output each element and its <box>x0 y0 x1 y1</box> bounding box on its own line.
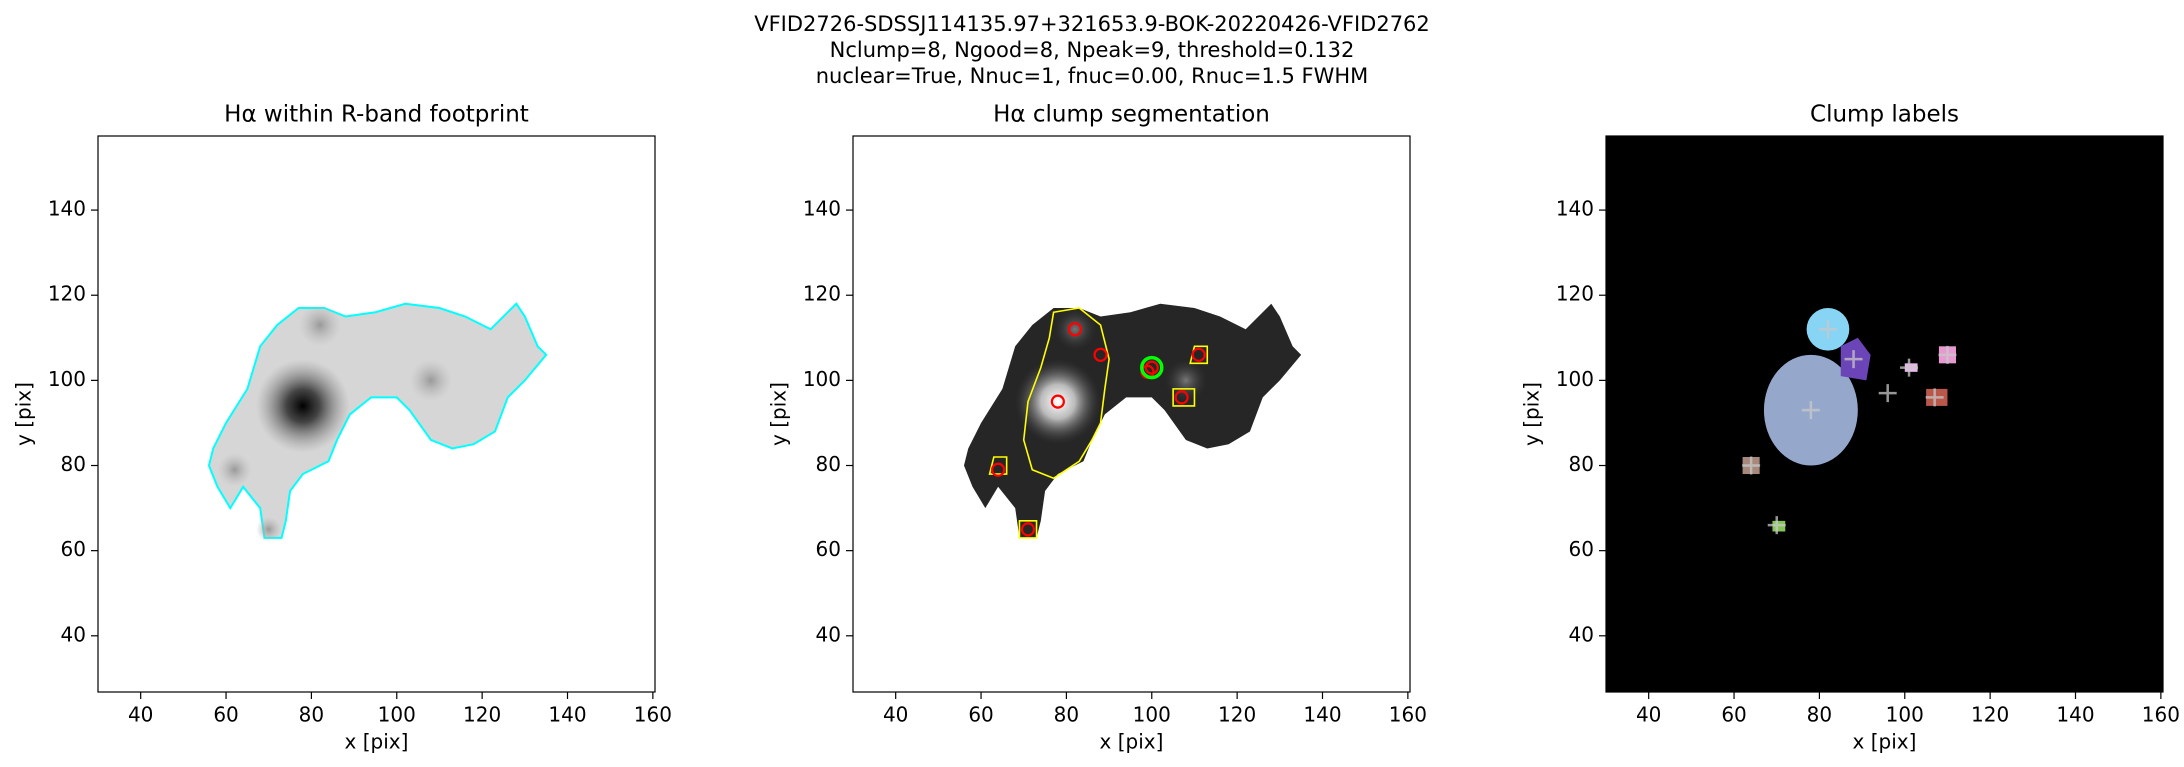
centroid-marker <box>1938 345 1957 364</box>
x-tick-label: 40 <box>128 703 153 727</box>
y-tick-label: 140 <box>48 197 86 221</box>
x-tick-label: 120 <box>1971 703 2009 727</box>
x-tick-label: 60 <box>213 703 238 727</box>
x-tick-label: 40 <box>1636 703 1661 727</box>
x-tick-label: 160 <box>634 703 672 727</box>
centroid-marker <box>1818 320 1837 339</box>
centroid-marker <box>1767 516 1786 535</box>
x-tick-label: 160 <box>2142 703 2180 727</box>
x-tick-label: 140 <box>2056 703 2094 727</box>
centroid-marker <box>1900 358 1919 377</box>
y-tick-label: 60 <box>1569 537 1594 561</box>
y-tick-label: 120 <box>48 282 86 306</box>
y-tick-label: 100 <box>803 367 841 391</box>
y-tick-label: 100 <box>48 367 86 391</box>
y-tick-label: 100 <box>1556 367 1594 391</box>
axes-title: Hα clump segmentation <box>993 102 1270 128</box>
x-axis-label: x [pix] <box>345 730 409 754</box>
x-tick-label: 140 <box>1303 703 1341 727</box>
centroid-marker <box>1742 456 1761 475</box>
axes-title: Clump labels <box>1810 102 1959 128</box>
x-axis-label: x [pix] <box>1853 730 1917 754</box>
peak-marker <box>1144 360 1159 375</box>
peak-marker <box>1093 347 1108 362</box>
y-tick-label: 120 <box>803 282 841 306</box>
peak-marker <box>1191 347 1206 362</box>
y-tick-label: 140 <box>803 197 841 221</box>
y-tick-label: 40 <box>61 622 86 646</box>
y-tick-label: 140 <box>1556 197 1594 221</box>
nucleus-marker <box>1140 355 1164 380</box>
x-tick-label: 40 <box>883 703 908 727</box>
image <box>209 304 546 543</box>
y-axis-label: y [pix] <box>767 382 791 446</box>
figure-title: Nclump=8, Ngood=8, Npeak=9, threshold=0.… <box>830 38 1355 62</box>
x-tick-label: 60 <box>1721 703 1746 727</box>
peak-marker <box>1020 522 1036 537</box>
y-tick-label: 80 <box>1569 452 1594 476</box>
y-tick-label: 40 <box>816 622 841 646</box>
y-axis-label: y [pix] <box>12 382 36 446</box>
x-tick-label: 120 <box>1218 703 1256 727</box>
centroid-marker <box>1801 401 1820 420</box>
axes-title: Hα within R-band footprint <box>224 102 529 128</box>
axes-frame <box>852 135 1411 693</box>
peak-marker <box>1174 390 1189 405</box>
y-tick-label: 60 <box>816 537 841 561</box>
peak-marker <box>991 462 1006 477</box>
y-axis-label: y [pix] <box>1520 382 1544 446</box>
x-tick-label: 80 <box>299 703 324 727</box>
centroid-marker <box>1925 388 1944 407</box>
x-axis-label: x [pix] <box>1100 730 1164 754</box>
axes-frame <box>97 135 656 693</box>
y-tick-label: 80 <box>816 452 841 476</box>
image <box>1606 136 2163 692</box>
x-tick-label: 140 <box>548 703 586 727</box>
x-tick-label: 80 <box>1054 703 1079 727</box>
x-tick-label: 80 <box>1807 703 1832 727</box>
y-tick-label: 120 <box>1556 282 1594 306</box>
centroid-marker <box>1878 384 1897 403</box>
y-tick-label: 80 <box>61 452 86 476</box>
x-tick-label: 100 <box>378 703 416 727</box>
x-tick-label: 60 <box>968 703 993 727</box>
x-tick-label: 160 <box>1389 703 1427 727</box>
image <box>963 303 1302 538</box>
axes-frame <box>1605 135 2164 693</box>
peak-marker <box>1050 394 1065 409</box>
x-tick-label: 120 <box>463 703 501 727</box>
y-tick-label: 40 <box>1569 622 1594 646</box>
centroid-marker <box>1844 350 1863 369</box>
x-tick-label: 100 <box>1886 703 1924 727</box>
figure-title: VFID2726-SDSSJ114135.97+321653.9-BOK-202… <box>754 12 1430 36</box>
x-tick-label: 100 <box>1133 703 1171 727</box>
y-tick-label: 60 <box>61 537 86 561</box>
peak-marker <box>1067 322 1083 337</box>
figure-title: nuclear=True, Nnuc=1, fnuc=0.00, Rnuc=1.… <box>816 64 1369 88</box>
